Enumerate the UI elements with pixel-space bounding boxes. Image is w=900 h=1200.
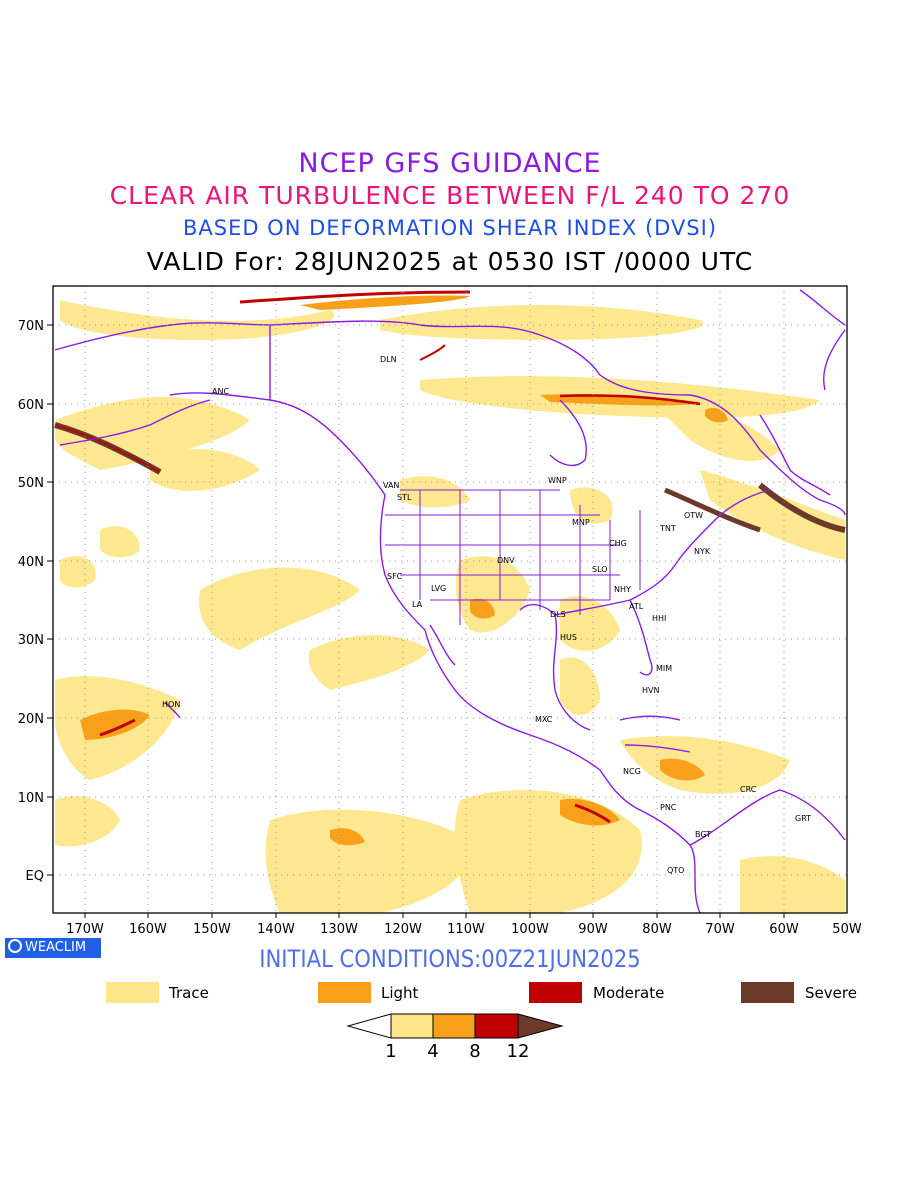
city-van: VAN	[383, 481, 399, 490]
city-pnc: PNC	[660, 803, 677, 812]
city-dln: DLN	[380, 355, 397, 364]
city-stl: STL	[397, 493, 412, 502]
initial-conditions: INITIAL CONDITIONS:00Z21JUN2025	[259, 945, 641, 973]
city-anc: ANC	[212, 387, 229, 396]
lon-label: 160W	[129, 922, 167, 937]
city-bgt: BGT	[695, 830, 711, 839]
lon-label: 120W	[384, 922, 422, 937]
legend-swatch	[106, 982, 159, 1003]
graticule	[53, 286, 847, 913]
lat-label: 50N	[18, 476, 44, 491]
lon-label: 130W	[320, 922, 358, 937]
city-hon: HON	[162, 700, 180, 709]
title-method: BASED ON DEFORMATION SHEAR INDEX (DVSI)	[182, 216, 718, 240]
legend-label: Trace	[169, 984, 209, 1002]
severe-jets	[54, 290, 846, 824]
lat-label: 20N	[18, 712, 44, 727]
lon-label: 90W	[578, 922, 608, 937]
lat-ticks	[47, 324, 53, 876]
lon-label: 80W	[642, 922, 672, 937]
legend-swatch	[318, 982, 371, 1003]
logo-text: WEACLIM	[25, 940, 87, 955]
city-dnv: DNV	[497, 556, 515, 565]
city-chg: CHG	[609, 539, 627, 548]
logo-ring-icon	[8, 939, 22, 953]
lon-label: 70W	[705, 922, 735, 937]
city-mxc: MXC	[535, 715, 553, 724]
legend-swatch	[529, 982, 582, 1003]
city-dls: DLS	[550, 610, 566, 619]
city-wnp: WNP	[548, 476, 567, 485]
city-labels: ANC DLN VAN STL WNP MNP TNT OTW CHG NYK …	[162, 355, 811, 875]
city-mim: MIM	[656, 664, 672, 673]
city-grt: GRT	[795, 814, 811, 823]
lat-label: 10N	[18, 791, 44, 806]
city-tnt: TNT	[659, 524, 676, 533]
coastlines	[54, 289, 846, 913]
lon-ticks	[84, 913, 785, 918]
city-crc: CRC	[740, 785, 757, 794]
map-canvas: ANC DLN VAN STL WNP MNP TNT OTW CHG NYK …	[53, 286, 847, 913]
lat-label: 30N	[18, 633, 44, 648]
state-borders	[385, 489, 641, 625]
title-model: NCEP GFS GUIDANCE	[298, 148, 602, 179]
lon-label: 150W	[193, 922, 231, 937]
city-otw: OTW	[684, 511, 703, 520]
lon-label: 100W	[511, 922, 549, 937]
city-sfc: SFC	[387, 572, 403, 581]
weaclim-logo: WEACLIM	[5, 938, 101, 958]
lat-label: EQ	[26, 869, 44, 884]
city-lvg: LVG	[431, 584, 446, 593]
lon-label: 170W	[66, 922, 104, 937]
title-valid-time: VALID For: 28JUN2025 at 0530 IST /0000 U…	[146, 247, 754, 276]
lon-label: 110W	[447, 922, 485, 937]
lon-axis: 170W 160W 150W 140W 130W 120W 110W 100W …	[66, 922, 862, 937]
city-hus: HUS	[560, 633, 577, 642]
map-frame	[52, 285, 848, 914]
lat-label: 40N	[18, 555, 44, 570]
city-hvn: HVN	[642, 686, 659, 695]
lon-label: 140W	[257, 922, 295, 937]
city-nyk: NYK	[694, 547, 711, 556]
legend-label: Moderate	[593, 984, 665, 1002]
legend-swatch	[741, 982, 794, 1003]
city-mnp: MNP	[572, 518, 590, 527]
lon-label: 50W	[832, 922, 862, 937]
legend-label: Light	[381, 984, 419, 1002]
city-la: LA	[412, 600, 423, 609]
city-slo: SLO	[592, 565, 608, 574]
city-ncg: NCG	[623, 767, 641, 776]
lat-axis: 70N 60N 50N 40N 30N 20N 10N EQ	[18, 319, 44, 884]
legend-label: Severe	[805, 984, 857, 1002]
lon-label: 60W	[769, 922, 799, 937]
city-hhi: HHI	[652, 614, 666, 623]
lat-label: 60N	[18, 398, 44, 413]
city-nhy: NHY	[614, 585, 631, 594]
city-qto: QTO	[667, 866, 684, 875]
title-product: CLEAR AIR TURBULENCE BETWEEN F/L 240 TO …	[109, 181, 791, 210]
city-atl: ATL	[629, 602, 644, 611]
lat-label: 70N	[18, 319, 44, 334]
